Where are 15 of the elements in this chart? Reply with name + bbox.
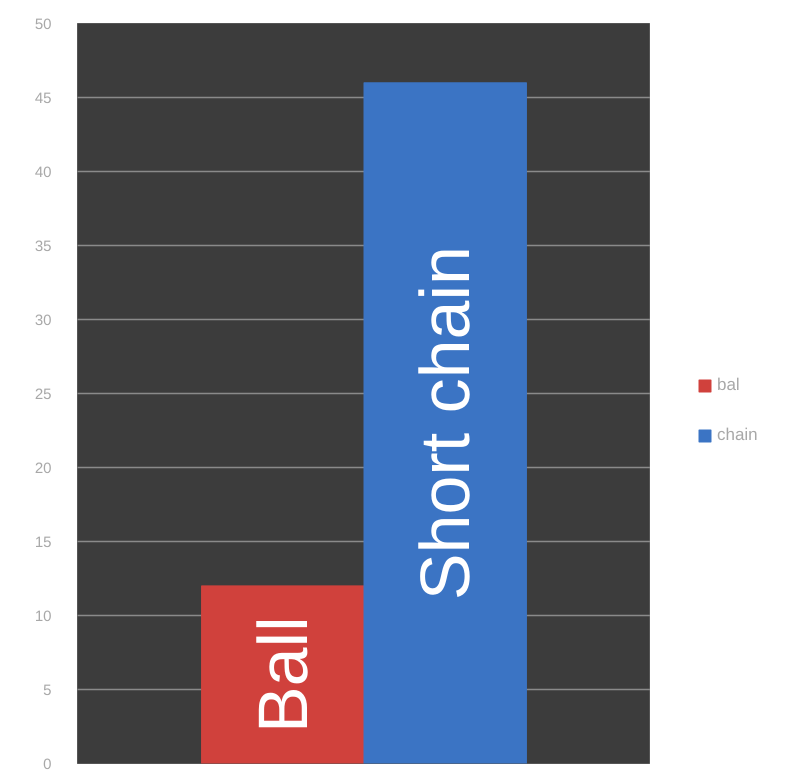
y-tick-label: 10: [34, 608, 52, 625]
y-tick-label: 20: [34, 460, 52, 477]
legend-label: chain: [717, 425, 758, 445]
y-tick-label: 45: [34, 90, 52, 107]
y-tick-label: 50: [34, 16, 52, 33]
annotation: Ball: [244, 616, 322, 734]
y-tick-label: 40: [34, 164, 52, 181]
y-tick-label: 25: [34, 386, 52, 403]
y-tick-label: 5: [43, 682, 52, 699]
y-tick-label: 35: [34, 238, 52, 255]
legend-label: bal: [717, 375, 740, 395]
y-tick-label: 15: [34, 534, 52, 551]
y-tick-label: 0: [43, 756, 52, 773]
annotation: Short chain: [406, 246, 484, 600]
y-tick-label: 30: [34, 312, 52, 329]
